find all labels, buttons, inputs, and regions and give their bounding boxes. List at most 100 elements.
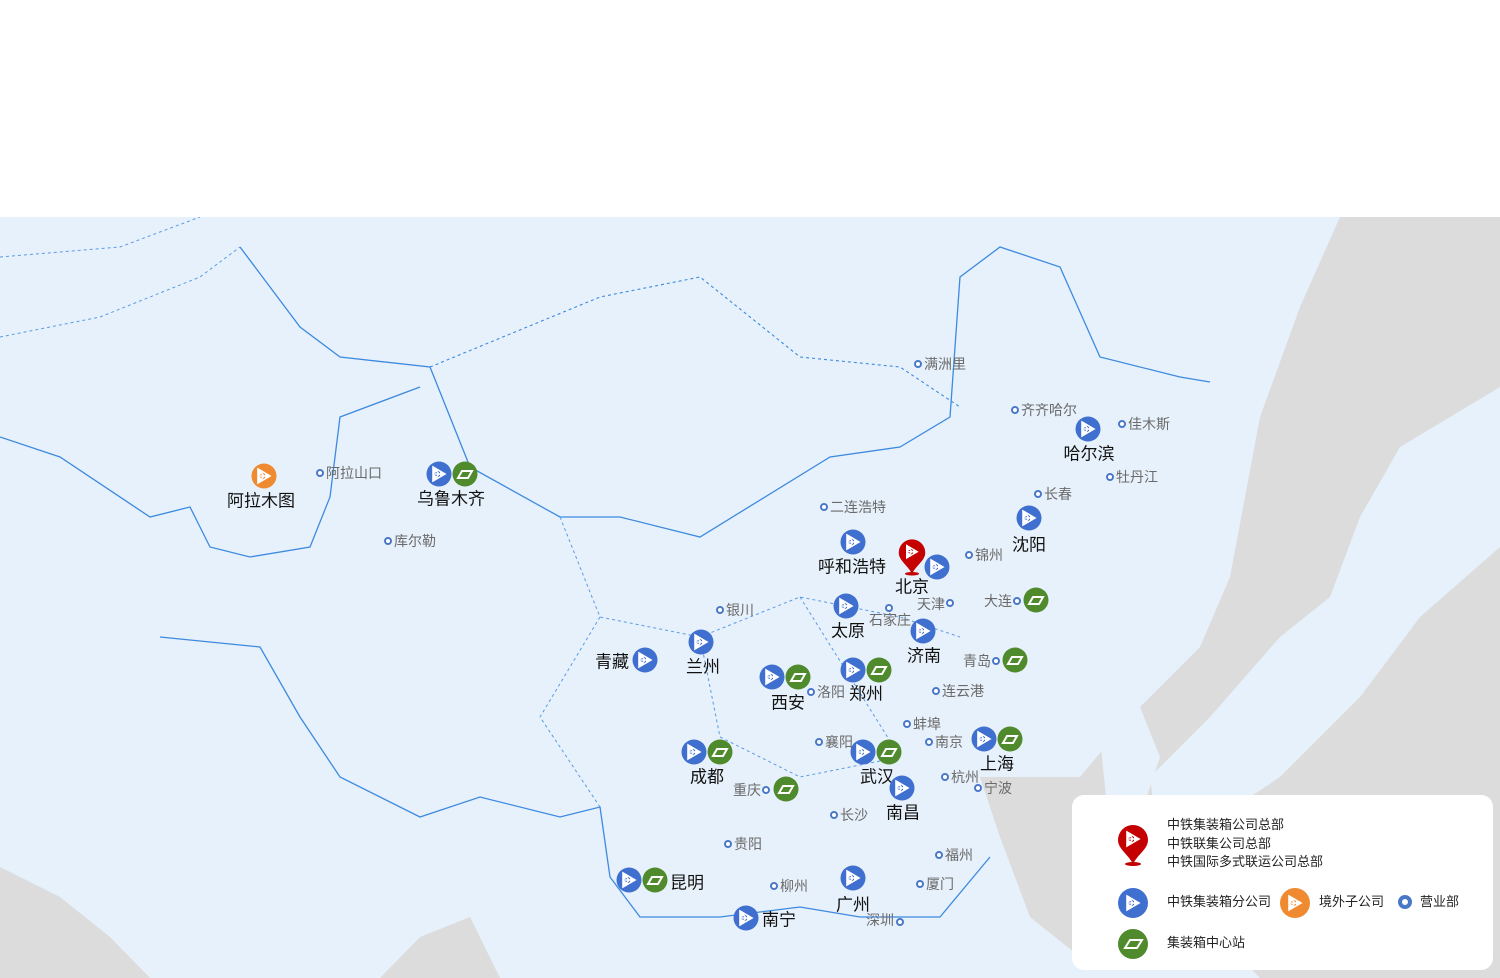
branch-icon[interactable] xyxy=(924,554,950,580)
city-label[interactable]: 宁波 xyxy=(984,781,1012,797)
branch-icon[interactable] xyxy=(733,905,759,931)
branch-icon[interactable] xyxy=(910,618,936,644)
container-center-icon[interactable] xyxy=(642,867,668,893)
branch-icon[interactable] xyxy=(688,629,714,655)
branch-icon[interactable] xyxy=(850,739,876,765)
city-label[interactable]: 哈尔滨 xyxy=(1063,444,1115,465)
branch-icon[interactable] xyxy=(616,867,642,893)
branch-icon[interactable] xyxy=(1016,505,1042,531)
container-center-icon[interactable] xyxy=(452,461,478,487)
container-center-icon[interactable] xyxy=(707,739,733,765)
city-label[interactable]: 兰州 xyxy=(686,657,720,678)
city-label[interactable]: 济南 xyxy=(907,646,941,667)
city-label[interactable]: 牡丹江 xyxy=(1116,470,1158,486)
city-label[interactable]: 佳木斯 xyxy=(1128,417,1170,433)
container-center-icon[interactable] xyxy=(866,657,892,683)
city-label[interactable]: 北京 xyxy=(895,577,929,598)
city-label[interactable]: 蚌埠 xyxy=(913,717,941,733)
branch-icon[interactable] xyxy=(889,775,915,801)
city-label[interactable]: 柳州 xyxy=(780,879,808,895)
office-icon[interactable] xyxy=(716,606,724,614)
city-label[interactable]: 郑州 xyxy=(849,684,883,705)
city-label[interactable]: 南宁 xyxy=(762,910,796,931)
city-label[interactable]: 成都 xyxy=(690,767,724,788)
city-label[interactable]: 天津 xyxy=(917,597,945,613)
office-icon[interactable] xyxy=(762,786,770,794)
office-icon[interactable] xyxy=(1106,473,1114,481)
city-label[interactable]: 连云港 xyxy=(942,684,984,700)
city-label[interactable]: 二连浩特 xyxy=(830,500,886,516)
office-icon[interactable] xyxy=(935,851,943,859)
office-icon[interactable] xyxy=(384,537,392,545)
city-label[interactable]: 库尔勒 xyxy=(394,534,436,550)
city-label[interactable]: 乌鲁木齐 xyxy=(417,489,485,510)
city-label[interactable]: 青岛 xyxy=(963,654,991,670)
branch-icon[interactable] xyxy=(840,657,866,683)
city-label[interactable]: 呼和浩特 xyxy=(818,557,886,578)
city-label[interactable]: 上海 xyxy=(980,754,1014,775)
container-center-icon[interactable] xyxy=(997,726,1023,752)
city-label[interactable]: 阿拉木图 xyxy=(227,491,295,512)
branch-icon[interactable] xyxy=(426,461,452,487)
city-label[interactable]: 福州 xyxy=(945,848,973,864)
office-icon[interactable] xyxy=(992,657,1000,665)
city-label[interactable]: 西安 xyxy=(771,693,805,714)
office-icon[interactable] xyxy=(1034,490,1042,498)
city-label[interactable]: 南京 xyxy=(935,735,963,751)
container-center-icon[interactable] xyxy=(785,664,811,690)
city-label[interactable]: 南昌 xyxy=(886,803,920,824)
container-center-icon[interactable] xyxy=(876,739,902,765)
container-center-icon[interactable] xyxy=(773,776,799,802)
office-icon[interactable] xyxy=(916,880,924,888)
branch-icon[interactable] xyxy=(840,529,866,555)
branch-icon[interactable] xyxy=(1075,416,1101,442)
city-label[interactable]: 阿拉山口 xyxy=(326,466,382,482)
overseas-icon[interactable] xyxy=(251,463,277,489)
office-icon[interactable] xyxy=(1013,597,1021,605)
branch-icon[interactable] xyxy=(632,647,658,673)
city-label[interactable]: 石家庄 xyxy=(869,613,911,629)
office-icon[interactable] xyxy=(770,882,778,890)
city-label[interactable]: 锦州 xyxy=(975,548,1003,564)
city-label[interactable]: 武汉 xyxy=(860,767,894,788)
branch-icon[interactable] xyxy=(681,739,707,765)
office-icon[interactable] xyxy=(830,811,838,819)
container-center-icon[interactable] xyxy=(1002,647,1028,673)
office-icon[interactable] xyxy=(807,688,815,696)
city-label[interactable]: 青藏 xyxy=(595,652,629,673)
city-label[interactable]: 昆明 xyxy=(670,873,704,894)
office-icon[interactable] xyxy=(932,687,940,695)
city-label[interactable]: 太原 xyxy=(831,621,865,642)
city-label[interactable]: 沈阳 xyxy=(1012,535,1046,556)
branch-icon[interactable] xyxy=(833,593,859,619)
city-label[interactable]: 长沙 xyxy=(840,808,868,824)
branch-icon[interactable] xyxy=(971,726,997,752)
city-label[interactable]: 贵阳 xyxy=(734,837,762,853)
city-label[interactable]: 广州 xyxy=(836,895,870,916)
city-label[interactable]: 厦门 xyxy=(926,877,954,893)
office-icon[interactable] xyxy=(1118,420,1126,428)
office-icon[interactable] xyxy=(724,840,732,848)
branch-icon[interactable] xyxy=(840,865,866,891)
office-icon[interactable] xyxy=(925,738,933,746)
office-icon[interactable] xyxy=(820,503,828,511)
office-icon[interactable] xyxy=(903,720,911,728)
city-label[interactable]: 银川 xyxy=(726,603,754,619)
hq-pin-icon[interactable] xyxy=(897,536,927,578)
city-label[interactable]: 深圳 xyxy=(866,913,894,929)
container-center-icon[interactable] xyxy=(1023,587,1049,613)
city-label[interactable]: 洛阳 xyxy=(817,685,845,701)
office-icon[interactable] xyxy=(941,773,949,781)
office-icon[interactable] xyxy=(896,918,904,926)
office-icon[interactable] xyxy=(1011,406,1019,414)
office-icon[interactable] xyxy=(885,604,893,612)
branch-icon[interactable] xyxy=(759,664,785,690)
city-label[interactable]: 满洲里 xyxy=(924,357,966,373)
city-label[interactable]: 杭州 xyxy=(951,770,979,786)
city-label[interactable]: 大连 xyxy=(984,594,1012,610)
city-label[interactable]: 重庆 xyxy=(733,783,761,799)
city-label[interactable]: 襄阳 xyxy=(825,735,853,751)
office-icon[interactable] xyxy=(316,469,324,477)
office-icon[interactable] xyxy=(815,738,823,746)
city-label[interactable]: 长春 xyxy=(1044,487,1072,503)
